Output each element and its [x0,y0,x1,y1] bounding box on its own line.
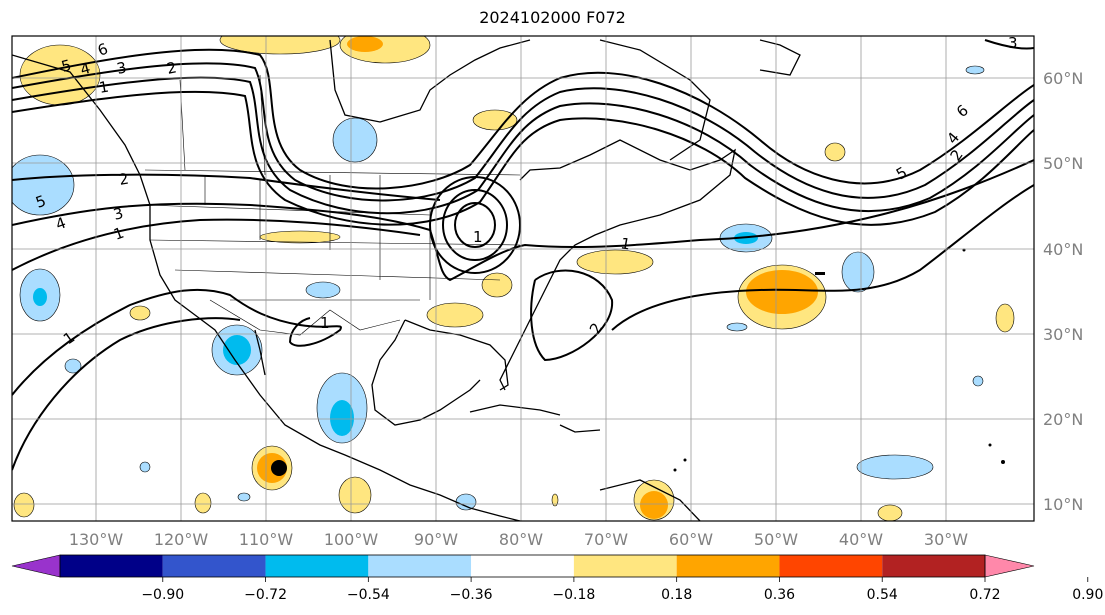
contour-label: 1 [320,314,330,332]
contour-label: 1 [98,78,111,97]
colorbar-tick-label: −0.54 [347,587,390,603]
colorbar-tick-label: −0.72 [244,587,287,603]
contour-label: 1 [473,228,483,246]
colorbar-tick-label: 0.90 [1072,587,1103,603]
contour-label: 3 [115,58,128,78]
colorbar: −0.90 −0.72 −0.54 −0.36 −0.18 0.18 0.36 0.54 0.7… [11,554,1103,603]
colorbar-segment [882,555,985,577]
colorbar-segment [676,555,780,577]
colorbar-tick-label: −0.18 [552,587,595,603]
longitude-label: 70°W [584,530,628,549]
colorbar-segment [162,555,266,577]
colorbar-tick-label: 0.54 [867,587,898,603]
latitude-labels: 60°N 50°N 40°N 30°N 20°N 10°N [1043,69,1083,514]
map-frame [11,35,1035,522]
longitude-label: 80°W [499,530,543,549]
colorbar-extend-max [984,554,1035,578]
colorbar-segment [60,555,163,577]
colorbar-segment [573,555,677,577]
colorbar-outline [59,554,986,578]
longitude-label: 50°W [754,530,798,549]
map-title: 2024102000 F072 [479,8,626,27]
colorbar-tick-label: 0.18 [661,587,692,603]
contour-label: 3 [111,204,125,224]
colorbar-tick-label: −0.36 [450,587,493,603]
latitude-label: 10°N [1043,495,1083,514]
contour-label: 5 [59,56,73,76]
contour-label: 4 [78,59,92,79]
contour-lines [12,39,1034,471]
longitude-labels: 130°W 120°W 110°W 100°W 90°W 80°W 70°W 60°W 50°W… [69,530,968,549]
longitude-label: 130°W [69,530,124,549]
graticule [12,36,1034,521]
colorbar-extend-min [11,554,61,578]
map-area [12,36,1034,521]
colorbar-tick-label: −0.90 [141,587,184,603]
colorbar-tick-label: 0.36 [764,587,795,603]
colorbar-segment [779,555,883,577]
latitude-label: 30°N [1043,325,1083,344]
colorbar-segment [265,555,369,577]
colorbar-segment [368,555,472,577]
longitude-label: 40°W [839,530,883,549]
contour-label: 2 [165,58,178,78]
contour-label: 2 [118,170,131,189]
colorbar-segment [471,555,574,577]
coastlines [12,39,801,521]
longitude-label: 110°W [239,530,294,549]
latitude-label: 60°N [1043,69,1083,88]
colorbar-tick-label: 0.72 [969,587,1000,603]
longitude-label: 30°W [924,530,968,549]
contour-label: 1 [619,234,632,253]
longitude-label: 100°W [324,530,379,549]
longitude-label: 120°W [154,530,209,549]
latitude-label: 50°N [1043,154,1083,173]
latitude-label: 20°N [1043,410,1083,429]
latitude-label: 40°N [1043,240,1083,259]
cyclone-marker [271,460,287,476]
contour-label: 3 [1008,34,1018,52]
longitude-label: 60°W [669,530,713,549]
longitude-label: 90°W [414,530,458,549]
shaded-anomalies [12,36,1015,521]
